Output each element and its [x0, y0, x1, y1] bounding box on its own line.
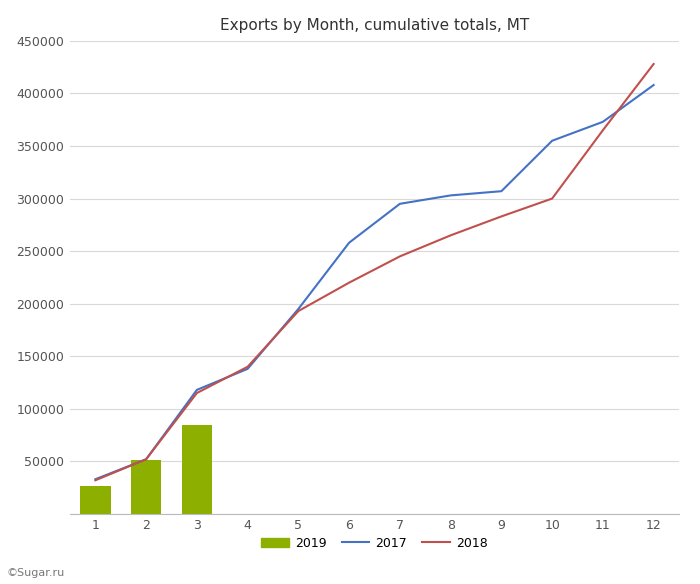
Title: Exports by Month, cumulative totals, MT: Exports by Month, cumulative totals, MT [220, 18, 529, 33]
Bar [80, 485, 111, 514]
Legend: 2019, 2017, 2018: 2019, 2017, 2018 [256, 532, 493, 555]
Text: ©Sugar.ru: ©Sugar.ru [7, 568, 65, 578]
Bar [182, 425, 212, 514]
Bar [131, 460, 161, 514]
